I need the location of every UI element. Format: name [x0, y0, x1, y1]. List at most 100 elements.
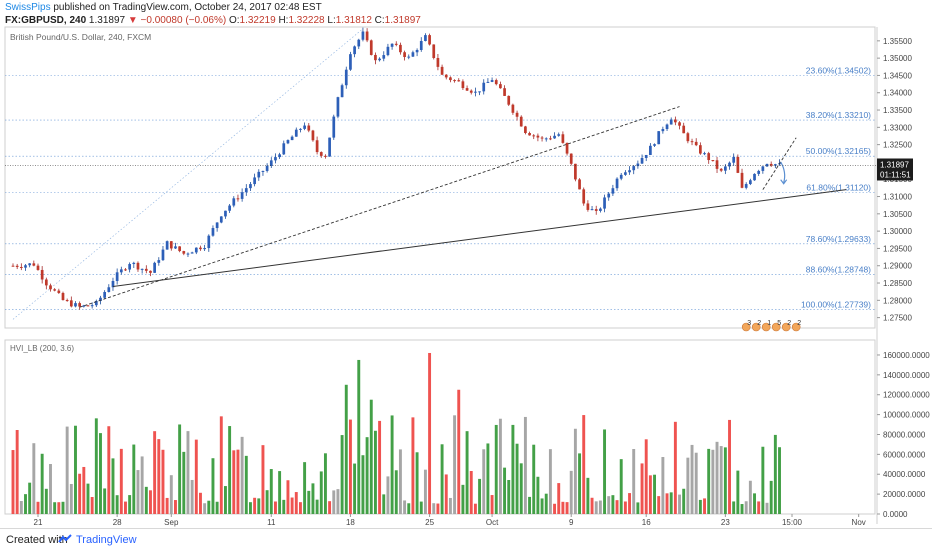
chart-canvas[interactable]: 1.35500 1.35000 1.34500 1.34000 1.33500 1.330… — [0, 0, 932, 528]
candle-body — [78, 303, 82, 307]
candle-body — [499, 84, 502, 89]
volume-bar — [711, 449, 715, 514]
volume-bar — [207, 500, 211, 514]
volume-bar — [178, 424, 182, 514]
candle-body — [178, 246, 181, 252]
candle-body — [40, 269, 44, 280]
volume-bar — [657, 496, 661, 514]
volume-bar — [661, 457, 665, 514]
candle-body — [228, 205, 231, 211]
volume-bar — [344, 384, 348, 514]
event-count-label: 2 — [787, 320, 791, 327]
candle-body — [428, 35, 431, 45]
price-tick-label: 1.32500 — [883, 141, 912, 150]
tradingview-link[interactable]: TradingView — [76, 534, 137, 546]
candle-body — [261, 170, 265, 172]
candle-body — [132, 262, 136, 265]
candle-body — [144, 268, 148, 271]
volume-tick-label: 0.0000 — [883, 510, 908, 519]
flag-icon[interactable] — [751, 322, 761, 332]
volume-bar — [348, 419, 352, 514]
volume-bar — [294, 492, 298, 514]
candle-body — [165, 241, 169, 250]
candle-body — [19, 266, 23, 268]
projection-arrow[interactable] — [780, 161, 786, 183]
volume-bar — [523, 416, 527, 514]
candle-body — [465, 88, 469, 91]
volume-bar — [373, 430, 377, 514]
volume-bar — [578, 453, 582, 514]
tradingview-logo-icon[interactable] — [58, 534, 72, 544]
volume-pane[interactable] — [4, 339, 876, 515]
candle-body — [86, 305, 90, 307]
volume-bar — [90, 496, 94, 514]
high-label: H: — [278, 15, 289, 26]
flag-icon[interactable] — [741, 322, 751, 332]
volume-bar — [169, 475, 173, 514]
candle-body — [232, 198, 236, 206]
last-price: 1.31897 — [88, 15, 126, 26]
candle-body — [590, 209, 594, 211]
candle-body — [711, 160, 715, 162]
candle-body — [419, 40, 423, 50]
volume-bar — [236, 449, 240, 514]
candle-body — [603, 197, 606, 209]
candle-body — [557, 134, 561, 136]
bar-countdown-label: 01:11:51 — [880, 170, 911, 179]
flag-icon[interactable] — [761, 322, 771, 332]
candle-body — [719, 168, 723, 171]
volume-bar — [415, 452, 419, 514]
volume-bar — [282, 499, 286, 514]
volume-bar — [390, 415, 394, 514]
symbol-label[interactable]: FX:GBPUSD, 240 — [5, 15, 87, 26]
volume-bar — [719, 446, 723, 514]
volume-tick-label: 100000.0000 — [883, 411, 930, 420]
dashed-trendline[interactable] — [762, 137, 797, 190]
dashed-trendline[interactable] — [79, 106, 680, 308]
candle-body — [544, 138, 548, 140]
volume-bar — [511, 424, 515, 514]
candle-body — [240, 192, 244, 199]
flag-icon[interactable] — [781, 322, 791, 332]
candle-body — [461, 81, 465, 89]
author-link[interactable]: SwissPips — [5, 2, 51, 13]
volume-bar — [328, 501, 332, 514]
candle-body — [349, 54, 352, 70]
volume-bar — [444, 474, 448, 514]
support-trendline[interactable] — [112, 189, 847, 287]
volume-bar — [273, 501, 277, 514]
volume-bar — [678, 494, 681, 514]
volume-bar — [615, 500, 619, 514]
candle-body — [324, 155, 327, 157]
price-tick-label: 1.31000 — [883, 193, 912, 202]
volume-bar — [432, 503, 436, 514]
volume-bar — [553, 503, 557, 514]
candle-body — [553, 135, 556, 139]
volume-bar — [411, 417, 415, 514]
time-tick-label: 25 — [425, 518, 434, 527]
candle-body — [561, 134, 565, 143]
candle-body — [44, 279, 48, 286]
candle-body — [661, 129, 665, 132]
fib-level-label: 23.60%(1.34502) — [806, 65, 871, 75]
fib-anchor-line — [12, 28, 364, 320]
volume-bar — [482, 449, 486, 514]
flag-icon[interactable] — [791, 322, 801, 332]
event-count-label: 2 — [757, 320, 761, 327]
fib-level-label: 38.20%(1.33210) — [806, 110, 871, 120]
candle-body — [107, 287, 111, 292]
time-tick-label: Sep — [164, 518, 179, 527]
change-arrow-icon: ▼ — [127, 15, 138, 26]
candle-body — [703, 153, 706, 155]
volume-bar — [286, 480, 290, 514]
volume-bar — [194, 439, 198, 514]
event-count-label: 3 — [747, 320, 751, 327]
flag-icon[interactable] — [771, 322, 781, 332]
price-pane[interactable] — [4, 26, 876, 329]
volume-bar — [453, 415, 457, 514]
candle-body — [82, 305, 86, 307]
candle-body — [674, 119, 677, 123]
volume-bar — [765, 502, 769, 514]
volume-bar — [486, 443, 490, 514]
volume-bar — [715, 441, 719, 514]
